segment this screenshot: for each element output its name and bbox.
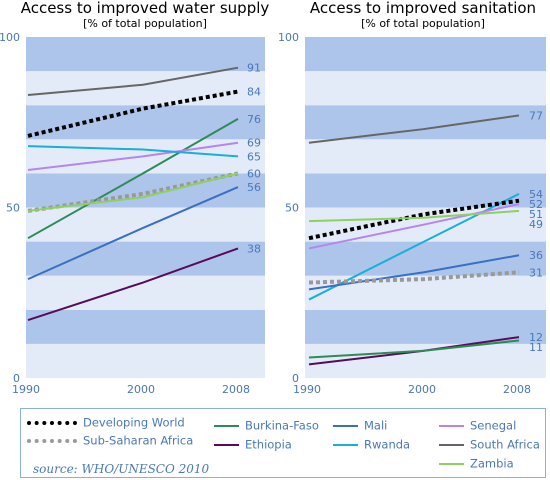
series-line-sub-saharan-africa [308, 270, 520, 285]
series-line-rwanda [27, 145, 239, 158]
data-label-south-africa: 77 [529, 109, 543, 122]
water-supply-chart: Access to improved water supply [% of to… [0, 0, 269, 396]
series-line-senegal [308, 203, 520, 250]
legend: Developing World Sub-Saharan Africa Burk… [20, 408, 546, 478]
legend-swatch [27, 420, 77, 425]
data-label-burkina-faso: 76 [247, 113, 261, 126]
data-label-developing-world: 84 [247, 86, 261, 99]
series-line-zambia [27, 172, 239, 212]
charts-area: Access to improved water supply [% of to… [0, 0, 546, 396]
grid-band [305, 139, 546, 174]
data-label-mali: 36 [529, 249, 543, 262]
x-tick-label: 2008 [503, 383, 531, 396]
water-chart-title: Access to improved water supply [21, 0, 270, 17]
legend-swatch [333, 424, 358, 427]
grid-band [26, 105, 265, 140]
legend-swatch [439, 443, 464, 446]
x-tick-label: 2000 [408, 383, 436, 396]
grid-band [26, 71, 265, 106]
sanitation-chart-subtitle: [% of total population] [361, 17, 485, 30]
grid-band [26, 241, 265, 276]
grid-band [305, 173, 546, 208]
y-tick-label: 0 [13, 372, 20, 385]
grid-band [305, 37, 546, 72]
series-line-south-africa [308, 114, 520, 144]
data-label-ethiopia: 38 [247, 242, 261, 255]
data-label-ethiopia: 12 [529, 331, 543, 344]
sanitation-chart: Access to improved sanitation [% of tota… [278, 0, 546, 396]
y-tick-label: 100 [0, 31, 20, 44]
x-tick-label: 1990 [293, 383, 321, 396]
x-tick-label: 2000 [127, 383, 155, 396]
grid-band [305, 275, 546, 310]
series-line-burkina-faso [27, 117, 239, 240]
series-line-south-africa [27, 66, 239, 96]
grid-band [26, 173, 265, 208]
grid-band [305, 71, 546, 106]
legend-item-burkina-faso: Burkina-Faso [214, 418, 319, 434]
y-tick-label: 50 [6, 202, 20, 215]
series-line-ethiopia [27, 247, 239, 321]
grid-band [26, 207, 265, 242]
y-tick-label: 50 [285, 202, 299, 215]
y-tick-label: 0 [292, 372, 299, 385]
series-line-zambia [308, 209, 520, 223]
grid-band [305, 241, 546, 276]
legend-item-rwanda: Rwanda [333, 437, 410, 453]
grid-band [305, 105, 546, 140]
water-chart-subtitle: [% of total population] [83, 17, 207, 30]
series-line-sub-saharan-africa [27, 171, 239, 213]
legend-swatch [214, 443, 239, 446]
legend-swatch [214, 424, 239, 427]
sanitation-chart-title: Access to improved sanitation [310, 0, 536, 17]
grid-band [26, 343, 265, 378]
grid-band [26, 309, 265, 344]
data-label-rwanda: 54 [529, 188, 543, 201]
legend-item-south-africa: South Africa [439, 437, 540, 453]
legend-swatch [27, 438, 77, 443]
legend-item-sub-saharan-africa: Sub-Saharan Africa [27, 433, 193, 449]
data-label-sub-saharan-africa: 60 [247, 167, 261, 180]
data-label-burkina-faso: 11 [529, 341, 543, 354]
data-label-zambia: 49 [529, 218, 543, 231]
legend-swatch [439, 462, 464, 465]
data-label-senegal: 51 [529, 208, 543, 221]
data-label-mali: 56 [247, 181, 261, 194]
series-line-senegal [27, 141, 239, 171]
series-line-burkina-faso [308, 339, 520, 359]
data-label-sub-saharan-africa: 31 [529, 266, 543, 279]
data-label-south-africa: 91 [247, 62, 261, 75]
data-label-rwanda: 65 [247, 150, 261, 163]
legend-item-ethiopia: Ethiopia [214, 437, 292, 453]
legend-item-senegal: Senegal [439, 418, 516, 434]
y-tick-label: 100 [278, 31, 299, 44]
data-label-senegal: 69 [247, 137, 261, 150]
series-line-mali [27, 186, 239, 281]
x-tick-label: 2008 [222, 383, 250, 396]
data-label-developing-world: 52 [529, 198, 543, 211]
legend-item-zambia: Zambia [439, 456, 514, 472]
grid-band [26, 37, 265, 72]
series-line-mali [308, 254, 520, 291]
legend-swatch [439, 424, 464, 427]
legend-swatch [333, 443, 358, 446]
legend-item-mali: Mali [333, 418, 387, 434]
source-note: source: WHO/UNESCO 2010 [33, 462, 210, 476]
legend-item-developing-world: Developing World [27, 415, 185, 431]
x-tick-label: 1990 [12, 383, 40, 396]
series-line-developing-world [27, 89, 239, 138]
